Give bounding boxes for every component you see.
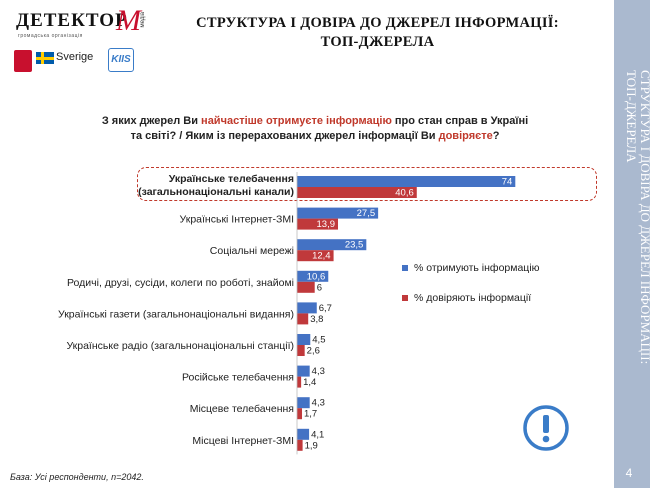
sverige-label: Sverige	[56, 51, 94, 63]
kiis-logo: KIIS	[108, 48, 134, 72]
bar-trust	[297, 345, 305, 356]
bar-trust	[297, 281, 315, 293]
logo-area: ДЕТЕКТОР M медіа громадська організація …	[10, 4, 150, 78]
bar-trust	[297, 313, 309, 325]
bar-trust	[297, 376, 302, 388]
bar-receive	[297, 334, 311, 345]
survey-question: З яких джерел Ви найчастіше отримуєте ін…	[100, 114, 530, 144]
category-label: (загальнонаціональні канали)	[138, 186, 294, 198]
bar-value-label: 1,4	[303, 377, 316, 388]
bar-value-label: 3,8	[310, 314, 323, 325]
category-label: Місцеве телебачення	[190, 403, 294, 415]
bar-receive	[297, 176, 516, 187]
sidebar	[614, 0, 650, 488]
legend-item-trust: % довіряють інформації	[402, 292, 531, 304]
bar-value-label: 4,5	[312, 335, 325, 346]
bar-value-label: 4,1	[311, 429, 324, 440]
question-highlight-receive: найчастіше отримуєте інформацію	[201, 115, 392, 127]
category-label: Українські газети (загальнонаціональні в…	[58, 308, 294, 320]
logo-title: ДЕТЕКТОР	[16, 10, 128, 31]
bar-receive	[297, 239, 367, 251]
bar-trust	[297, 218, 339, 230]
bar-trust	[297, 439, 303, 451]
question-part2: про стан справ в Україні та світі? / Яки…	[130, 115, 529, 142]
highlight-box	[137, 167, 597, 201]
bar-receive	[297, 365, 310, 377]
sweden-flag-icon	[36, 52, 54, 64]
logo-letter: M	[116, 4, 141, 37]
bar-receive	[297, 302, 317, 314]
bar-trust	[297, 187, 417, 198]
bar-trust	[297, 250, 334, 262]
bar-receive	[297, 397, 310, 409]
legend-swatch-trust	[402, 295, 408, 302]
category-label: Українські Інтернет-ЗМІ	[180, 214, 294, 226]
legend-label-trust: % довіряють інформації	[414, 292, 532, 304]
footnote: База: Усі респонденти, n=2042.	[10, 472, 144, 482]
question-part1: З яких джерел Ви	[101, 115, 202, 127]
legend-item-receive: % отримують інформацію	[402, 262, 540, 274]
category-label: Українське телебачення	[169, 173, 294, 185]
bar-trust	[297, 408, 303, 420]
bar-receive	[297, 270, 329, 282]
bar-receive	[297, 428, 310, 440]
logo-subtitle: громадська організація	[18, 33, 83, 39]
category-label: Російське телебачення	[182, 372, 294, 384]
sidebar-title: СТРУКТУРА І ДОВІРА ДО ДЖЕРЕЛ ІНФОРМАЦІЇ:…	[624, 70, 650, 365]
bar-value-label: 2,6	[307, 346, 320, 357]
bar-value-label: 13,9	[317, 219, 336, 230]
page-title-line1: СТРУКТУРА І ДОВІРА ДО ДЖЕРЕЛ ІНФОРМАЦІЇ:	[196, 15, 559, 31]
legend-swatch-receive	[402, 265, 408, 272]
question-part3: ?	[492, 130, 500, 142]
category-label: Місцеві Інтернет-ЗМІ	[192, 435, 294, 447]
bar-value-label: 6,7	[319, 303, 332, 314]
bar-value-label: 23,5	[345, 240, 364, 251]
question-highlight-trust: довіряєте	[438, 130, 493, 142]
bar-value-label: 6	[317, 282, 322, 293]
page-title-line2: ТОП-ДЖЕРЕЛА	[320, 34, 435, 50]
bar-value-label: 74	[502, 177, 513, 188]
category-label: Родичі, друзі, сусіди, колеги по роботі,…	[67, 277, 294, 289]
bar-value-label: 4,3	[312, 398, 325, 409]
page-title: СТРУКТУРА І ДОВІРА ДО ДЖЕРЕЛ ІНФОРМАЦІЇ:…	[175, 14, 580, 52]
legend-label-receive: % отримують інформацію	[414, 262, 540, 274]
bar-value-label: 10,6	[307, 271, 326, 282]
bar-value-label: 1,9	[305, 440, 318, 451]
bar-value-label: 1,7	[304, 409, 317, 420]
bar-value-label: 40,6	[395, 188, 414, 199]
exclamation-circle-icon	[523, 405, 569, 451]
bar-value-label: 4,3	[312, 366, 325, 377]
category-label: Українське радіо (загальнонаціональні ст…	[66, 340, 294, 352]
denmark-crest-icon	[14, 50, 32, 72]
bar-receive	[297, 207, 379, 219]
bar-value-label: 27,5	[357, 208, 376, 219]
bar-value-label: 12,4	[312, 251, 331, 262]
page-number: 4	[625, 466, 633, 480]
category-label: Соціальні мережі	[210, 245, 294, 257]
